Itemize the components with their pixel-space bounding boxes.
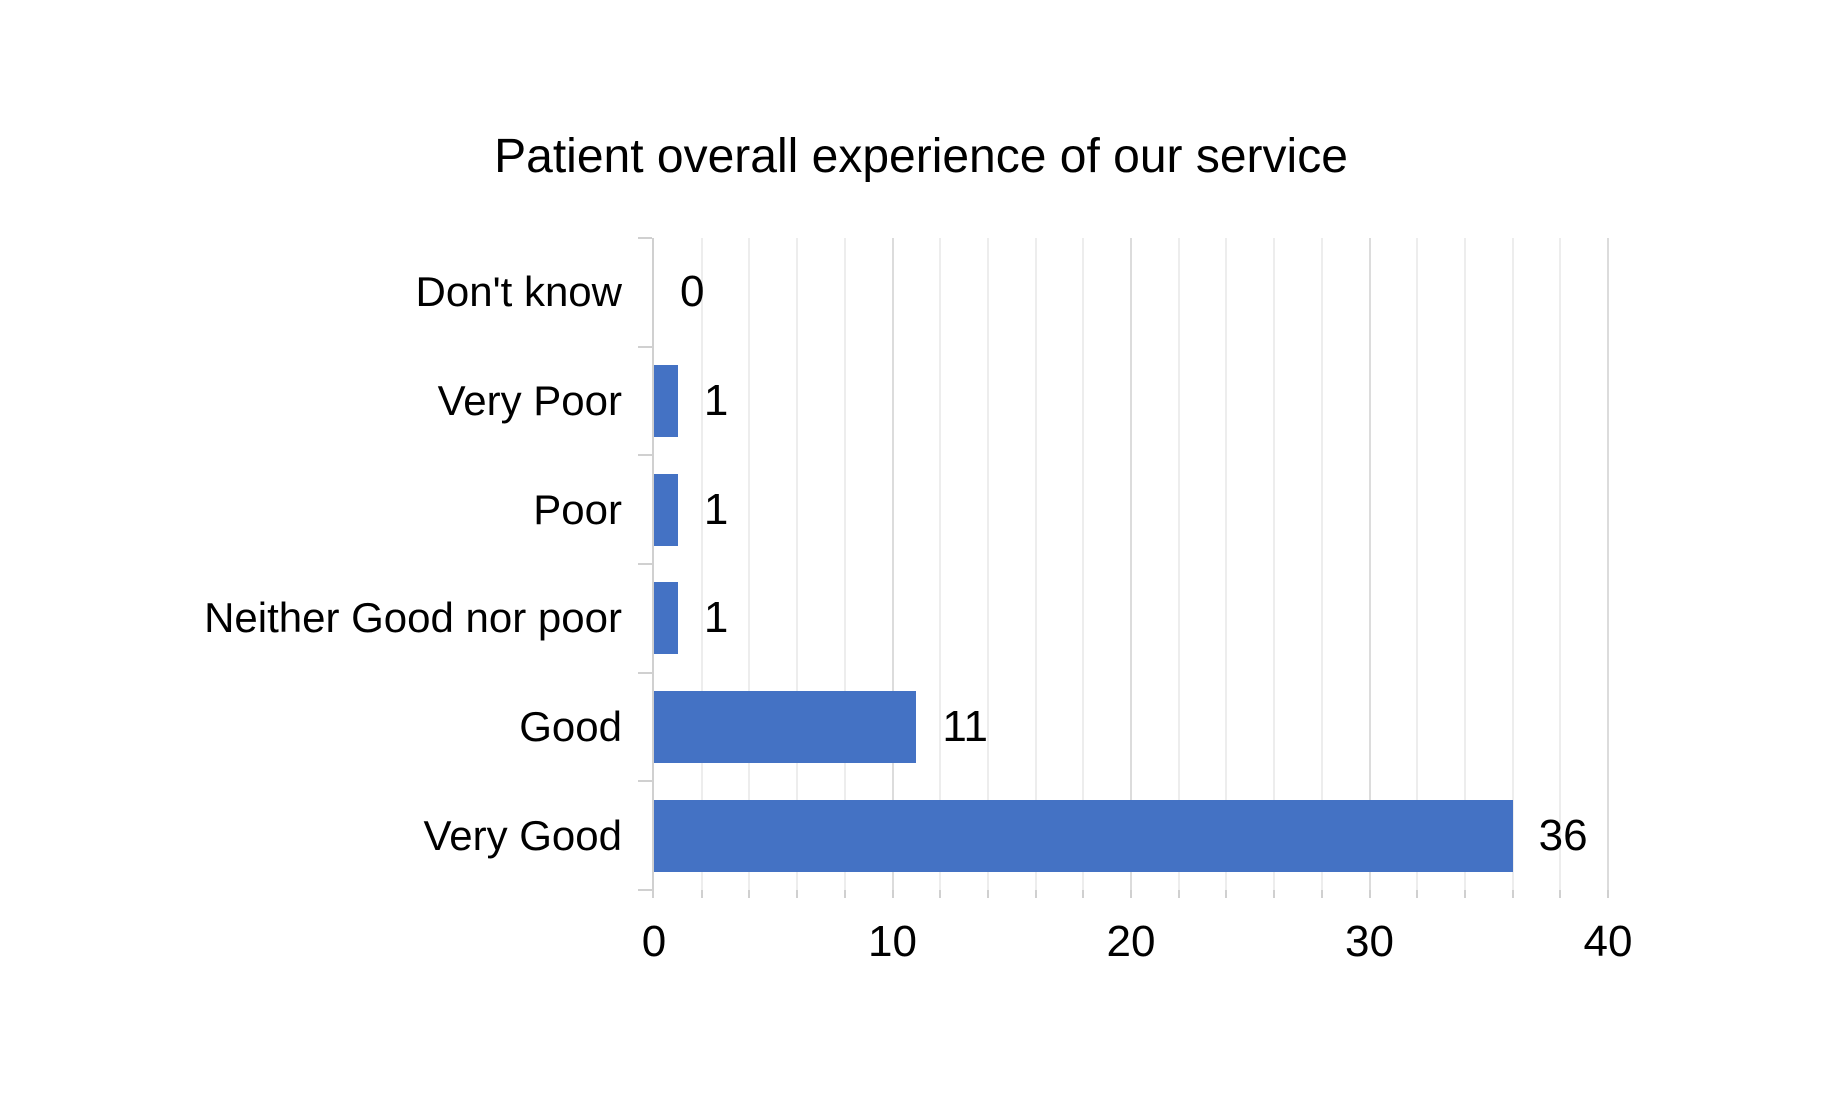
value-tick-label-40: 40 — [1583, 917, 1633, 966]
value-axis-tick — [748, 890, 751, 898]
data-label-very-poor: 1 — [703, 376, 729, 425]
value-tick-label-30: 30 — [1345, 917, 1394, 966]
gridline-minor — [1225, 238, 1228, 890]
value-axis-tick — [1559, 890, 1562, 898]
category-axis-tick — [638, 780, 652, 783]
value-axis-tick — [843, 890, 846, 898]
value-axis-tick — [1225, 890, 1228, 898]
value-tick-label-0: 0 — [641, 917, 667, 966]
value-axis-tick — [1511, 890, 1514, 898]
gridline-minor — [939, 238, 942, 890]
value-axis-tick — [1177, 890, 1180, 898]
bar-good — [654, 691, 917, 763]
value-axis-tick — [1034, 890, 1037, 898]
value-axis-tick — [700, 890, 703, 898]
gridline-minor — [1034, 238, 1037, 890]
value-axis-tick — [1082, 890, 1085, 898]
category-axis-tick — [638, 889, 652, 891]
gridline-major — [1607, 238, 1609, 890]
data-label-very-good: 36 — [1538, 810, 1588, 860]
bar-very-good — [654, 799, 1513, 872]
category-label-neither-good-nor-poor: Neither Good nor poor — [204, 594, 622, 642]
gridline-minor — [1320, 238, 1323, 890]
category-label-poor: Poor — [533, 485, 622, 533]
gridline-minor — [1416, 238, 1419, 890]
value-axis-tick — [652, 890, 654, 898]
value-axis-tick — [1130, 890, 1132, 898]
bar-very-poor — [654, 365, 678, 437]
category-axis-tick — [638, 671, 652, 674]
gridline-minor — [1177, 238, 1180, 890]
bar-neither-good-nor-poor — [654, 582, 678, 655]
value-axis-tick — [796, 890, 799, 898]
gridline-minor — [1082, 238, 1085, 890]
gridline-minor — [796, 238, 799, 890]
value-axis-tick — [1607, 890, 1609, 898]
value-axis-tick — [986, 890, 989, 898]
category-label-good: Good — [519, 703, 622, 750]
data-label-good: 11 — [942, 702, 989, 751]
category-axis-tick — [638, 563, 652, 565]
value-axis-tick — [891, 890, 894, 898]
category-axis-line — [652, 238, 654, 890]
gridline-minor — [1463, 238, 1466, 890]
data-label-neither-good-nor-poor: 1 — [703, 593, 729, 643]
bar-poor — [654, 473, 678, 546]
data-label-don-t-know: 0 — [680, 267, 705, 317]
gridline-minor — [1559, 238, 1562, 890]
gridline-minor — [748, 238, 751, 890]
value-axis-tick — [1416, 890, 1419, 898]
gridline-minor — [1273, 238, 1276, 890]
value-axis-tick — [1320, 890, 1323, 898]
chart-title: Patient overall experience of our servic… — [494, 130, 1348, 183]
category-label-very-poor: Very Poor — [437, 377, 622, 424]
category-axis-tick — [638, 345, 652, 348]
value-tick-label-10: 10 — [868, 917, 917, 966]
value-tick-label-20: 20 — [1106, 917, 1156, 966]
category-axis-tick — [638, 237, 652, 239]
value-axis-tick — [1368, 890, 1371, 898]
value-axis-tick — [1463, 890, 1466, 898]
category-label-don-t-know: Don't know — [415, 268, 622, 316]
gridline-minor — [700, 238, 703, 890]
data-label-poor: 1 — [703, 484, 729, 534]
value-axis-tick — [939, 890, 942, 898]
gridline-minor — [843, 238, 846, 890]
category-label-very-good: Very Good — [423, 811, 622, 859]
value-axis-tick — [1273, 890, 1276, 898]
gridline-minor — [986, 238, 989, 890]
gridline-major — [1368, 238, 1371, 890]
category-axis-tick — [638, 454, 652, 457]
gridline-minor — [1511, 238, 1514, 890]
gridline-major — [1130, 238, 1132, 890]
gridline-major — [891, 238, 894, 890]
